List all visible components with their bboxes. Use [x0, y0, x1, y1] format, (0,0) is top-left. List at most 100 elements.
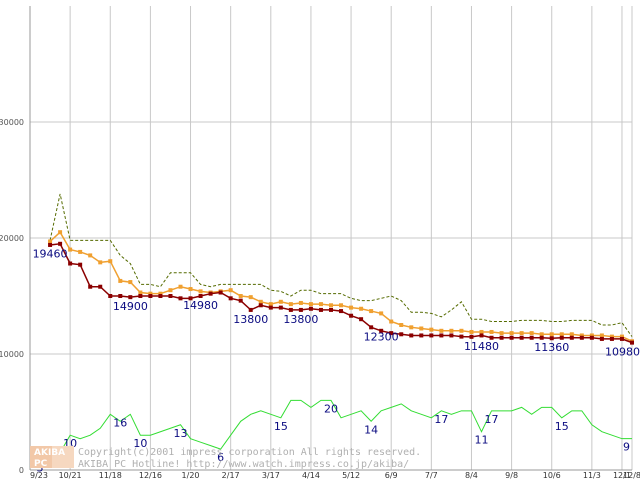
data-label: 13800 — [283, 313, 318, 326]
point-avg — [379, 311, 384, 316]
point-min — [509, 335, 514, 340]
count-label: 13 — [174, 427, 188, 440]
point-min — [499, 335, 504, 340]
logo-box-left — [30, 446, 52, 468]
point-avg — [198, 289, 203, 294]
x-tick-label: 10/6 — [543, 471, 561, 480]
series-layer — [29, 193, 634, 467]
site-url-line: AKIBA PC Hotline! http://www.watch.impre… — [78, 459, 409, 470]
point-avg — [178, 284, 183, 289]
point-avg — [308, 302, 313, 307]
point-avg — [168, 288, 173, 293]
point-avg — [78, 249, 83, 254]
x-tick-label: 8/4 — [465, 471, 478, 480]
point-min — [78, 262, 83, 267]
x-tick-label: 6/9 — [385, 471, 398, 480]
point-avg — [439, 328, 444, 333]
point-avg — [339, 303, 344, 308]
point-avg — [469, 329, 474, 334]
x-tick-label: 11/3 — [583, 471, 601, 480]
point-min — [68, 261, 73, 266]
logo-box-right — [52, 446, 74, 468]
data-label: 10980 — [605, 346, 640, 359]
count-label: 15 — [274, 420, 288, 433]
point-avg — [589, 333, 594, 338]
point-avg — [248, 295, 253, 300]
point-min — [288, 307, 293, 312]
point-avg — [268, 302, 273, 307]
count-label: 11 — [475, 434, 489, 447]
point-avg — [148, 291, 153, 296]
point-min — [298, 307, 303, 312]
point-avg — [158, 291, 163, 296]
point-avg — [479, 329, 484, 334]
point-avg — [88, 253, 93, 258]
point-avg — [128, 280, 133, 285]
point-avg — [318, 302, 323, 307]
point-avg — [238, 294, 243, 298]
point-min — [138, 294, 143, 298]
point-avg — [449, 328, 454, 333]
point-avg — [609, 334, 614, 339]
point-avg — [288, 302, 293, 307]
series-line-max — [49, 193, 633, 337]
point-min — [519, 335, 524, 340]
data-label: 12300 — [364, 330, 399, 343]
x-tick-label: 1/20 — [182, 471, 200, 480]
x-tick-label: 11/18 — [99, 471, 122, 480]
point-min — [389, 331, 394, 336]
axes: 9/23 10/21 11/18 12/16 1/20 2/17 3/17 4/14 5/12 6… — [0, 6, 640, 480]
labels-layer: 19460 14900 14980 13800 13800 12300 11480 11360… — [33, 247, 640, 474]
data-label: 11480 — [464, 340, 499, 353]
data-label: 11360 — [534, 341, 569, 354]
point-avg — [349, 305, 354, 310]
data-label: 14900 — [113, 300, 148, 313]
logo-text-bottom: PC — [34, 459, 48, 469]
point-min — [459, 334, 464, 339]
point-min — [218, 290, 223, 295]
point-avg — [579, 333, 584, 338]
point-avg — [68, 247, 73, 252]
y-tick-label: 30000 — [0, 118, 24, 127]
count-label: 17 — [434, 413, 448, 426]
point-min — [409, 333, 414, 338]
point-min — [599, 336, 604, 341]
x-tick-label: 12/1 — [613, 471, 631, 480]
point-min — [359, 317, 364, 322]
point-avg — [459, 328, 464, 333]
point-avg — [369, 309, 374, 314]
point-min — [278, 305, 283, 310]
point-min — [238, 298, 243, 303]
point-min — [339, 309, 344, 314]
point-avg — [599, 333, 604, 338]
point-min — [168, 294, 173, 298]
count-label: 14 — [364, 423, 378, 436]
y-tick-label: 20000 — [0, 234, 24, 243]
point-min — [329, 307, 333, 312]
point-min — [208, 291, 213, 296]
count-label: 6 — [217, 451, 224, 464]
point-min — [318, 307, 323, 312]
x-tick-label: 4/14 — [302, 471, 320, 480]
point-avg — [258, 299, 263, 304]
point-min — [579, 335, 584, 340]
count-label: 15 — [555, 420, 569, 433]
point-avg — [138, 290, 143, 295]
point-min — [609, 336, 614, 341]
point-avg — [429, 327, 434, 332]
point-min — [148, 294, 153, 298]
point-min — [228, 296, 233, 301]
point-min — [98, 284, 103, 289]
point-avg — [399, 323, 404, 327]
point-avg — [278, 299, 283, 304]
point-min — [549, 336, 554, 341]
point-min — [449, 333, 454, 338]
point-min — [429, 333, 434, 338]
point-avg — [549, 332, 554, 337]
copyright-line: Copyright(c)2001 impress corporation All… — [78, 447, 421, 458]
watermark: AKIBA PC Copyright(c)2001 impress corpor… — [30, 446, 421, 470]
point-avg — [499, 331, 504, 336]
point-min — [369, 325, 374, 330]
point-avg — [389, 319, 394, 324]
point-min — [178, 296, 183, 301]
